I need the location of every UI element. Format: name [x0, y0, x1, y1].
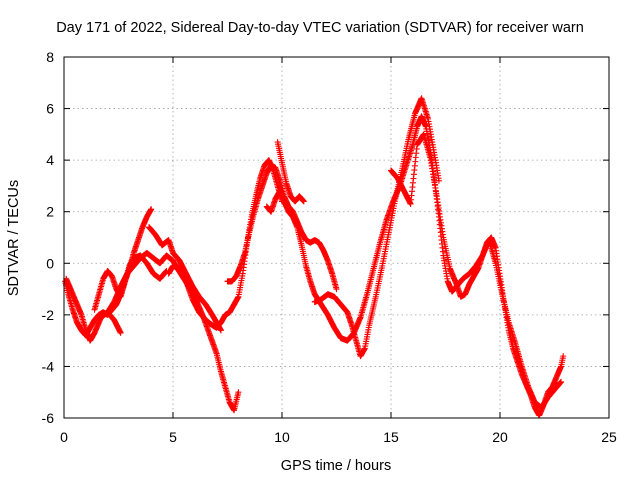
series-track — [311, 95, 442, 360]
data-point — [333, 286, 340, 293]
series-track — [146, 224, 224, 334]
y-tick-label: 4 — [46, 152, 54, 168]
data-point — [560, 353, 567, 360]
plot-frame — [63, 56, 610, 419]
x-tick-label: 15 — [383, 429, 399, 445]
y-tick-label: 2 — [46, 204, 54, 220]
x-tick-label: 10 — [274, 429, 290, 445]
grid — [64, 57, 609, 418]
x-tick-label: 20 — [492, 429, 508, 445]
y-tick-label: -6 — [42, 410, 55, 426]
data-point — [558, 378, 565, 385]
chart-title: Day 171 of 2022, Sidereal Day-to-day VTE… — [56, 20, 584, 36]
series-track — [63, 275, 124, 344]
x-axis-label: GPS time / hours — [281, 458, 391, 474]
data-point — [435, 177, 442, 184]
data-point — [300, 198, 307, 205]
axis-ticks: 0 5 10 15 20 25 -6 -4 -2 0 2 4 6 8 — [42, 49, 617, 445]
y-tick-label: -2 — [42, 307, 55, 323]
y-tick-label: 8 — [46, 49, 54, 65]
series-track — [104, 249, 242, 414]
series-track — [274, 139, 307, 205]
y-axis-label: SDTVAR / TECUs — [6, 180, 22, 296]
y-tick-label: 6 — [46, 101, 54, 117]
data-point — [235, 389, 242, 396]
y-tick-label: -4 — [42, 358, 55, 374]
series-track — [388, 131, 567, 419]
x-tick-label: 5 — [169, 429, 177, 445]
y-tick-label: 0 — [46, 255, 54, 271]
data-series — [62, 95, 567, 419]
data-point — [117, 329, 124, 336]
x-tick-label: 0 — [60, 429, 68, 445]
series-track — [224, 162, 340, 293]
x-tick-label: 25 — [601, 429, 617, 445]
data-point — [217, 327, 224, 334]
data-point — [148, 206, 155, 213]
series-track — [165, 157, 285, 331]
